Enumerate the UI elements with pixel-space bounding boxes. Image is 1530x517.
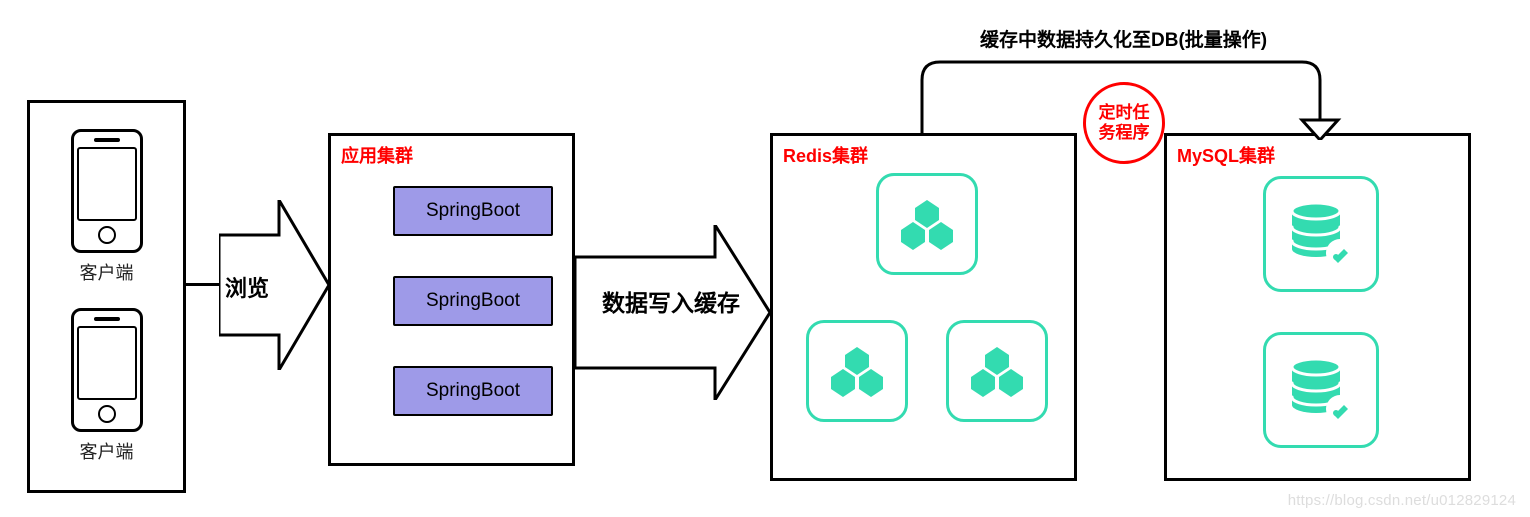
springboot-label: SpringBoot: [426, 200, 520, 222]
timer-label-line2: 务程序: [1099, 123, 1150, 142]
mysql-cluster-title: MySQL集群: [1177, 142, 1275, 168]
client-label: 客户端: [80, 259, 134, 285]
app-cluster-box: 应用集群 SpringBoot SpringBoot SpringBoot: [328, 133, 575, 466]
arrow-label-browse: 浏览: [225, 271, 269, 303]
mysql-node-icon: [1263, 332, 1379, 448]
redis-node-icon: [806, 320, 908, 422]
mysql-node-icon: [1263, 176, 1379, 292]
client-item: 客户端: [71, 129, 143, 285]
timer-label-line1: 定时任: [1099, 103, 1150, 122]
app-cluster-title: 应用集群: [341, 142, 413, 168]
phone-icon: [71, 308, 143, 432]
redis-node-icon: [946, 320, 1048, 422]
clients-box: 客户端 客户端: [27, 100, 186, 493]
springboot-box: SpringBoot: [393, 186, 553, 236]
springboot-box: SpringBoot: [393, 366, 553, 416]
redis-cluster-title: Redis集群: [783, 142, 868, 168]
springboot-box: SpringBoot: [393, 276, 553, 326]
timer-badge: 定时任 务程序: [1083, 82, 1165, 164]
redis-node-icon: [876, 173, 978, 275]
phone-icon: [71, 129, 143, 253]
client-label: 客户端: [80, 438, 134, 464]
client-item: 客户端: [71, 308, 143, 464]
arrow-label-write-cache: 数据写入缓存: [596, 290, 746, 318]
springboot-label: SpringBoot: [426, 380, 520, 402]
connector-line: [186, 283, 219, 286]
springboot-label: SpringBoot: [426, 290, 520, 312]
watermark-text: https://blog.csdn.net/u012829124: [1288, 492, 1516, 509]
